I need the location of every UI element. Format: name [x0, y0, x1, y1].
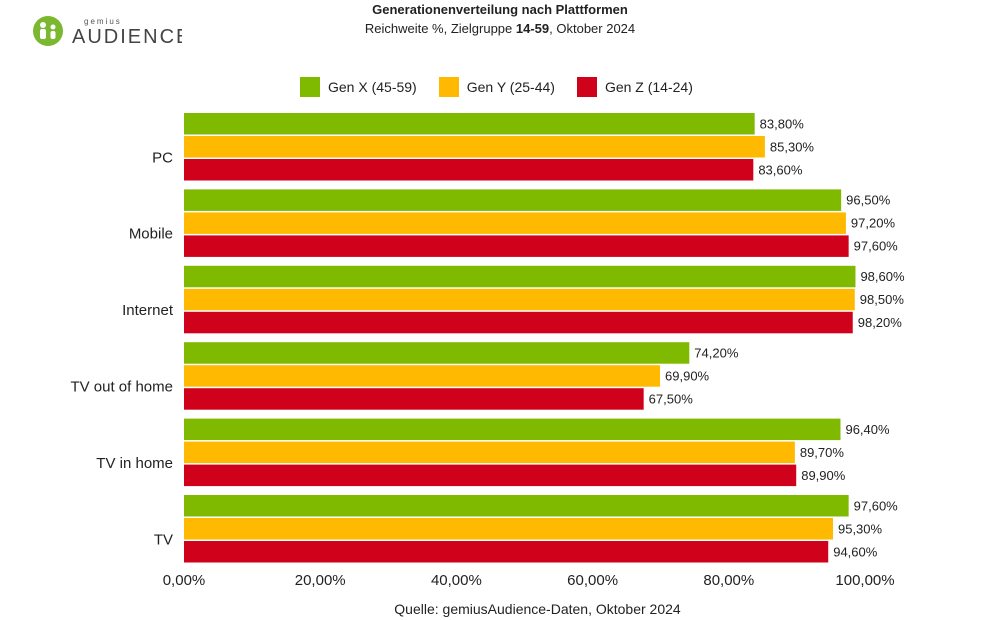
data-label: 98,20% [858, 315, 903, 330]
bar [184, 113, 755, 135]
chart-title: Generationenverteilung nach Plattformen [372, 2, 628, 17]
subtitle-bold: 14-59 [515, 21, 550, 36]
data-label: 96,40% [845, 422, 890, 437]
data-label: 69,90% [665, 368, 710, 383]
gemius-audience-logo: gemius AUDIENCE [33, 16, 182, 48]
bar [184, 288, 855, 311]
x-tick-label: 0,00% [163, 572, 206, 589]
category-label: Mobile [129, 226, 173, 243]
bar [184, 388, 644, 410]
logo-small-text: gemius [84, 17, 122, 26]
data-label: 94,60% [833, 544, 878, 559]
bar [184, 235, 849, 257]
bar [184, 518, 833, 540]
data-label: 85,30% [770, 139, 815, 154]
data-label: 83,80% [760, 116, 805, 131]
x-tick-label: 60,00% [567, 572, 618, 589]
logo-big-text: AUDIENCE [72, 26, 182, 48]
bar [184, 464, 797, 487]
bar [184, 418, 841, 441]
data-label: 97,60% [854, 239, 899, 254]
chart-legend: Gen X (45-59) Gen Y (25-44) Gen Z (14-24) [300, 76, 715, 98]
data-label: 98,60% [860, 269, 905, 284]
bar [184, 342, 690, 364]
data-label: 89,90% [801, 468, 846, 483]
data-label: 97,20% [851, 216, 896, 231]
x-tick-label: 40,00% [431, 572, 482, 589]
chart-source: Quelle: gemiusAudience-Daten, Oktober 20… [394, 601, 681, 617]
x-tick-label: 20,00% [295, 572, 346, 589]
bar [184, 136, 765, 158]
data-label: 97,60% [854, 498, 899, 513]
legend-item: Gen X (45-59) [300, 77, 417, 97]
bar [184, 311, 853, 334]
bar [184, 189, 842, 211]
subtitle-text: Reichweite %, Zielgruppe [364, 21, 516, 36]
legend-label: Gen Z (14-24) [604, 79, 693, 95]
category-label: TV [154, 531, 173, 548]
bar [184, 441, 795, 464]
data-label: 96,50% [846, 193, 891, 208]
x-tick-label: 100,00% [835, 572, 894, 589]
bar [184, 265, 856, 288]
data-label: 95,30% [838, 521, 883, 536]
legend-swatch [300, 77, 320, 97]
data-label: 83,60% [758, 162, 803, 177]
bar [184, 365, 661, 387]
legend-swatch [438, 77, 459, 97]
category-label: TV out of home [70, 378, 173, 395]
legend-label: Gen Y (25-44) [466, 79, 555, 95]
x-tick-label: 80,00% [703, 572, 754, 589]
data-label: 67,50% [649, 391, 694, 406]
legend-swatch [576, 77, 597, 97]
data-label: 89,70% [800, 445, 845, 460]
subtitle-text-end: , Oktober 2024 [549, 21, 636, 36]
bar [184, 541, 829, 563]
data-label: 74,20% [694, 345, 739, 360]
bar [184, 495, 849, 517]
bar [184, 159, 754, 181]
chart-subtitle: Reichweite %, Zielgruppe 14-59, Oktober … [0, 21, 1000, 36]
legend-label: Gen X (45-59) [328, 79, 417, 95]
data-label: 98,50% [860, 292, 905, 307]
category-label: TV in home [96, 455, 173, 472]
legend-item: Gen Y (25-44) [438, 77, 555, 97]
category-label: PC [152, 149, 173, 166]
category-label: Internet [122, 302, 174, 319]
legend-item: Gen Z (14-24) [576, 77, 693, 97]
bar [184, 212, 846, 234]
